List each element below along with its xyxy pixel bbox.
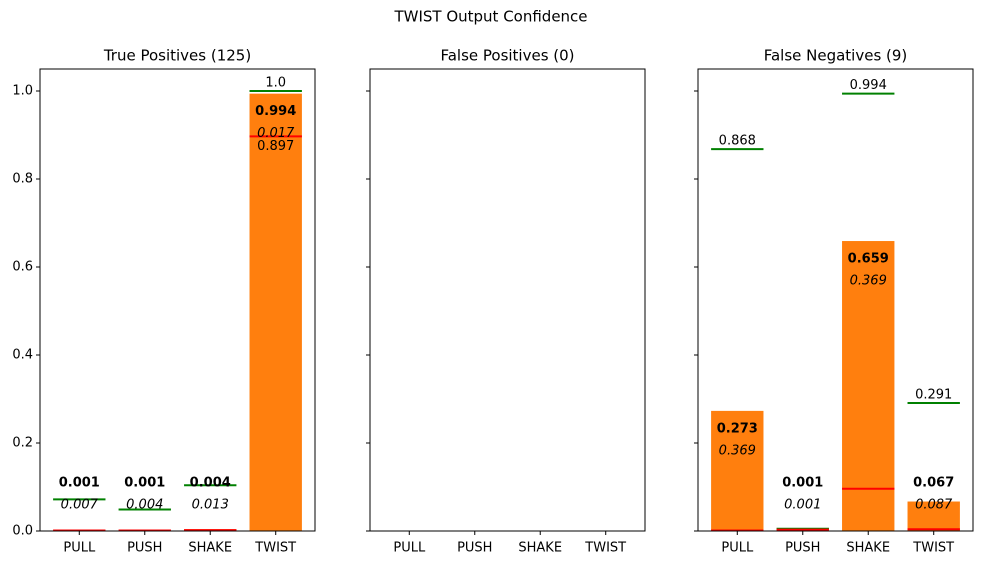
- x-tick-label: SHAKE: [188, 541, 232, 556]
- x-tick-label: PULL: [721, 541, 754, 556]
- y-tick-label: 0.6: [12, 260, 33, 275]
- axes-title: False Positives (0): [440, 47, 574, 65]
- max-label: 1.0: [265, 76, 286, 91]
- mean-label: 0.001: [124, 476, 165, 491]
- y-tick-label: 0.0: [12, 524, 33, 539]
- axes-frame: [369, 68, 646, 532]
- bar: [842, 241, 895, 532]
- x-tick-label: TWIST: [254, 541, 296, 556]
- std-label: 0.013: [192, 498, 229, 513]
- x-tick-label: PUSH: [785, 541, 820, 556]
- x-tick-label: PULL: [393, 541, 426, 556]
- axes-frame: [697, 68, 974, 532]
- axes-title: True Positives (125): [103, 47, 251, 65]
- y-tick-label: 1.0: [12, 84, 33, 99]
- mean-label: 0.994: [255, 104, 296, 119]
- std-label: 0.017: [257, 126, 295, 141]
- std-label: 0.004: [126, 498, 163, 513]
- std-label: 0.007: [61, 498, 99, 513]
- mean-label: 0.067: [913, 476, 954, 491]
- mean-label: 0.659: [848, 252, 889, 267]
- mean-label: 0.001: [59, 476, 100, 491]
- x-tick-label: SHAKE: [518, 541, 562, 556]
- x-tick-label: SHAKE: [846, 541, 890, 556]
- x-tick-label: PUSH: [457, 541, 492, 556]
- x-tick-label: TWIST: [584, 541, 626, 556]
- std-label: 0.001: [784, 498, 821, 513]
- x-tick-label: PULL: [63, 541, 96, 556]
- mean-label: 0.004: [190, 476, 231, 491]
- figure-title: TWIST Output Confidence: [393, 8, 587, 26]
- std-label: 0.087: [915, 498, 953, 513]
- max-label: 0.868: [719, 134, 756, 149]
- bar: [907, 501, 960, 531]
- axes-frame: [39, 68, 316, 532]
- max-label: 0.994: [850, 78, 887, 93]
- y-tick-label: 0.4: [12, 348, 33, 363]
- x-tick-label: TWIST: [912, 541, 954, 556]
- std-label: 0.369: [719, 443, 756, 458]
- mean-label: 0.273: [717, 421, 758, 436]
- bar: [711, 410, 764, 531]
- bar: [249, 93, 302, 531]
- x-tick-label: PUSH: [127, 541, 162, 556]
- mean-label: 0.001: [782, 476, 823, 491]
- y-tick-label: 0.8: [12, 172, 33, 187]
- std-label: 0.369: [850, 274, 887, 289]
- y-tick-label: 0.2: [12, 436, 33, 451]
- max-label: 0.291: [915, 387, 952, 402]
- axes-title: False Negatives (9): [764, 47, 908, 65]
- min-label: 0.897: [257, 139, 294, 154]
